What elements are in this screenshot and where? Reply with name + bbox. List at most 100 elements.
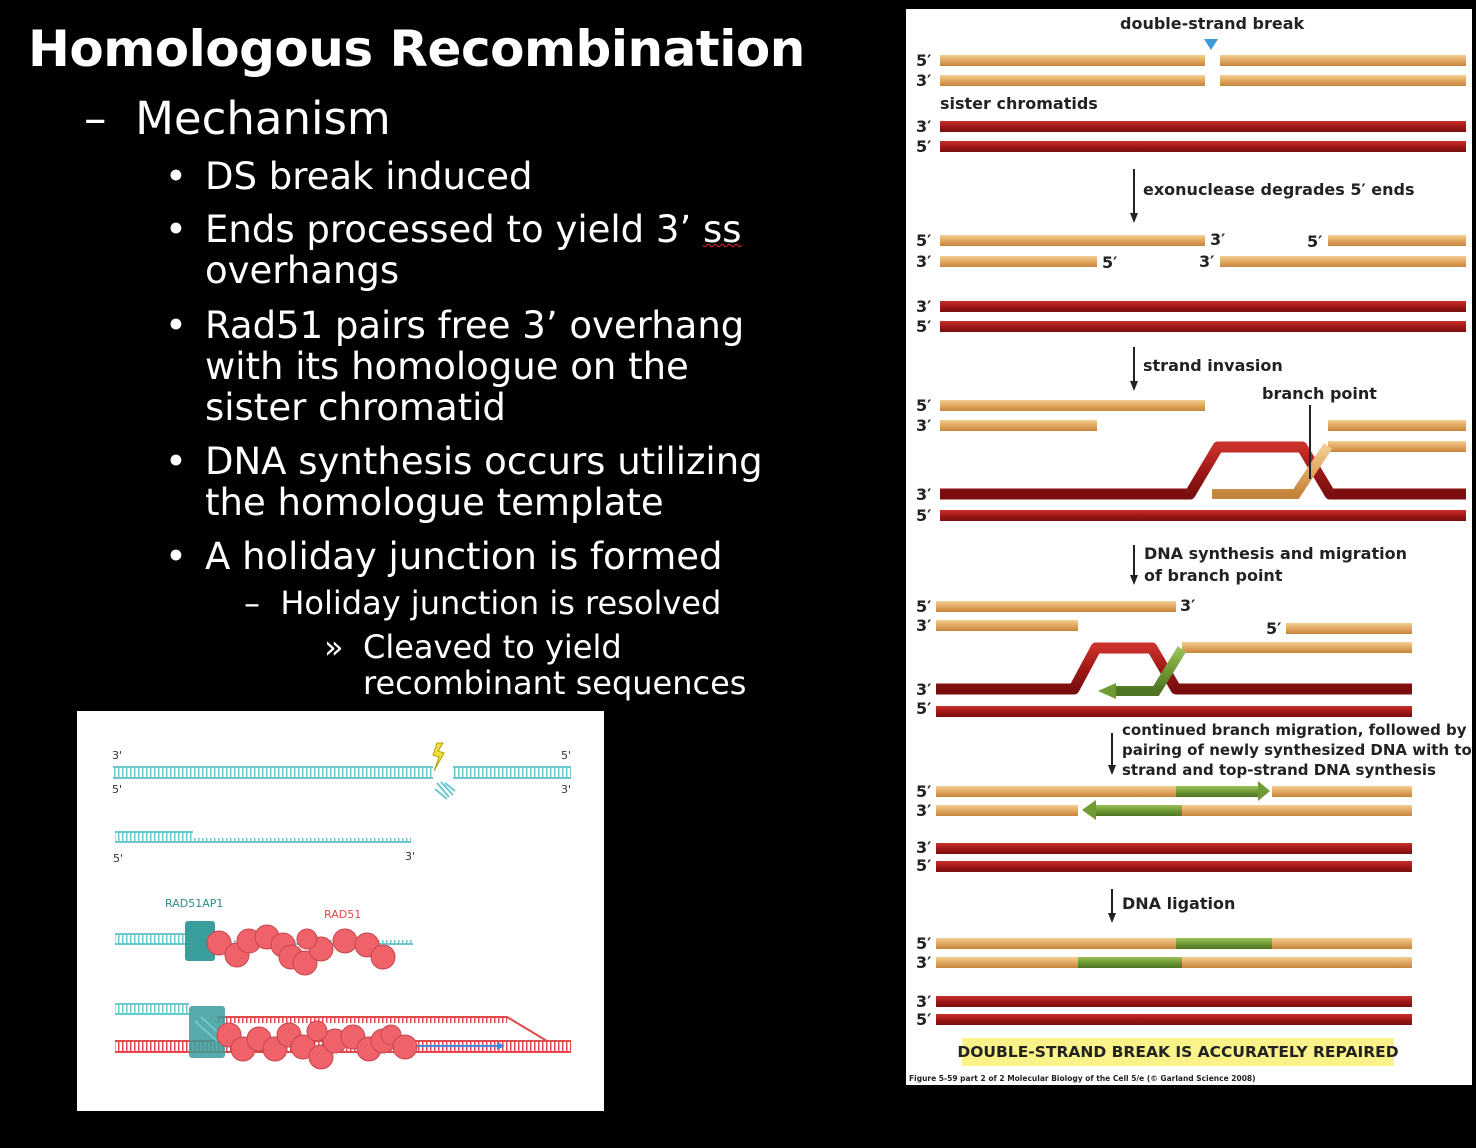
end-label: 5′ (916, 597, 931, 616)
end-label: 3′ (916, 485, 931, 504)
bullet-line: Ends processed to yield 3’ ss (205, 208, 742, 251)
rad51-diagram: 3' 5' 5' 3' 5' 3' RAD51AP1 RAD51 (112, 742, 571, 1070)
rad51-filament: RAD51AP1 RAD51 (115, 897, 413, 976)
sister-label: sister chromatids (940, 94, 1098, 113)
end-label: 3' (112, 749, 122, 762)
rad51-proteins (206, 924, 396, 976)
end-label: 3′ (916, 297, 931, 316)
end-label: 5′ (1102, 253, 1117, 272)
end-label: 5′ (1307, 232, 1322, 251)
step-label: strand and top-strand DNA synthesis (1122, 761, 1436, 779)
bullet-marker: • (165, 304, 187, 347)
end-label: 3′ (916, 252, 931, 271)
break-label: double-strand break (1120, 14, 1305, 33)
end-label: 3′ (916, 801, 931, 820)
arrow-icon (1130, 213, 1138, 223)
bullet-line: overhangs (205, 249, 400, 292)
step-label: strand invasion (1143, 356, 1283, 375)
level1-label: Mechanism (135, 92, 391, 145)
end-label: 5′ (916, 51, 931, 70)
break-marker-icon (1204, 39, 1218, 50)
end-label: 3′ (916, 992, 931, 1011)
step-label: DNA ligation (1122, 894, 1235, 913)
bullet-line: DNA synthesis occurs utilizing (205, 440, 763, 483)
end-label: 5′ (916, 317, 931, 336)
bullet-line: sister chromatid (205, 386, 506, 429)
bullet-marker: • (165, 155, 187, 198)
end-label: 3′ (916, 616, 931, 635)
slide-title: Homologous Recombination (28, 20, 805, 78)
level3-item: – Holiday junction is resolved (244, 585, 721, 621)
end-label: 5′ (916, 1010, 931, 1029)
end-label: 5' (113, 852, 123, 865)
synthesis-arrow-icon (1258, 781, 1270, 801)
dash-marker: – (84, 92, 107, 145)
rad51ap1-protein (185, 921, 215, 961)
end-label: 5′ (916, 782, 931, 801)
end-label: 5' (112, 783, 122, 796)
bullet-marker: • (165, 440, 187, 483)
end-label: 3′ (916, 680, 931, 699)
step-label: continued branch migration, followed by (1122, 721, 1467, 739)
strand-invasion-model (115, 1003, 571, 1070)
level4-text: Cleaved to yield recombinant sequences (363, 629, 746, 701)
sub-marker: » (324, 628, 344, 666)
bullet-item: • Rad51 pairs free 3’ overhang with its … (165, 304, 745, 429)
bullet-line: A holiday junction is formed (205, 535, 723, 578)
result-banner (962, 1038, 1394, 1066)
rad51ap1-label: RAD51AP1 (165, 897, 223, 910)
end-label: 5′ (916, 699, 931, 718)
level1-item: – Mechanism (84, 92, 391, 145)
end-label: 5′ (916, 856, 931, 875)
end-label: 3′ (1199, 252, 1214, 271)
rad51-label: RAD51 (324, 908, 361, 921)
end-label: 3′ (916, 71, 931, 90)
end-label: 5′ (916, 137, 931, 156)
end-label: 5′ (916, 506, 931, 525)
bullet-line: Rad51 pairs free 3’ overhang (205, 304, 745, 347)
end-label: 3′ (1210, 230, 1225, 249)
resected-end: 5' 3' (113, 831, 415, 865)
bullet-item: • A holiday junction is formed (165, 535, 723, 578)
arrow-icon (1108, 765, 1116, 775)
duplex-with-break: 3' 5' 5' 3' (112, 742, 571, 800)
step-label: pairing of newly synthesized DNA with to… (1122, 741, 1472, 759)
rad51-illustration: 3' 5' 5' 3' 5' 3' RAD51AP1 RAD51 (77, 711, 604, 1111)
end-label: 3′ (916, 838, 931, 857)
end-label: 3′ (916, 953, 931, 972)
step-label: of branch point (1144, 566, 1283, 585)
end-label: 5' (561, 749, 571, 762)
hr-pathway-figure: double-strand break 5′ 3′ sister chromat… (906, 9, 1476, 1085)
result-label: DOUBLE-STRAND BREAK IS ACCURATELY REPAIR… (957, 1043, 1398, 1061)
synthesis-arrow-icon (1098, 683, 1116, 699)
fragment-icon (434, 781, 456, 800)
step-label: DNA synthesis and migration (1144, 544, 1407, 563)
bullet-line: DS break induced (205, 155, 533, 198)
arrow-icon (1108, 913, 1116, 923)
lightning-icon (432, 742, 445, 772)
end-label: 5′ (916, 396, 931, 415)
level4-line: Cleaved to yield (363, 628, 622, 666)
level3-label: Holiday junction is resolved (280, 584, 722, 622)
bullet-line: the homologue template (205, 481, 664, 524)
bullet-marker: • (165, 535, 187, 578)
arrow-icon (1130, 381, 1138, 391)
hr-pathway-diagram: double-strand break 5′ 3′ sister chromat… (909, 14, 1476, 1083)
bullet-item: • DS break induced (165, 155, 533, 198)
arrow-icon (1130, 575, 1138, 585)
end-label: 3' (561, 783, 571, 796)
figure-caption: Figure 5-59 part 2 of 2 Molecular Biolog… (909, 1074, 1256, 1083)
end-label: 3′ (1180, 596, 1195, 615)
bullet-item: • Ends processed to yield 3’ ss overhang… (165, 208, 742, 292)
level4-item: » (324, 629, 344, 665)
end-label: 5′ (916, 231, 931, 250)
bullet-marker: • (165, 208, 187, 251)
end-label: 3′ (916, 416, 931, 435)
bullet-line: with its homologue on the (205, 345, 689, 388)
end-label: 3' (405, 850, 415, 863)
end-label: 5′ (916, 934, 931, 953)
level4-line: recombinant sequences (363, 664, 747, 702)
synthesis-arrow-icon (1082, 800, 1096, 820)
end-label: 3′ (916, 117, 931, 136)
branch-point-label: branch point (1262, 384, 1377, 403)
